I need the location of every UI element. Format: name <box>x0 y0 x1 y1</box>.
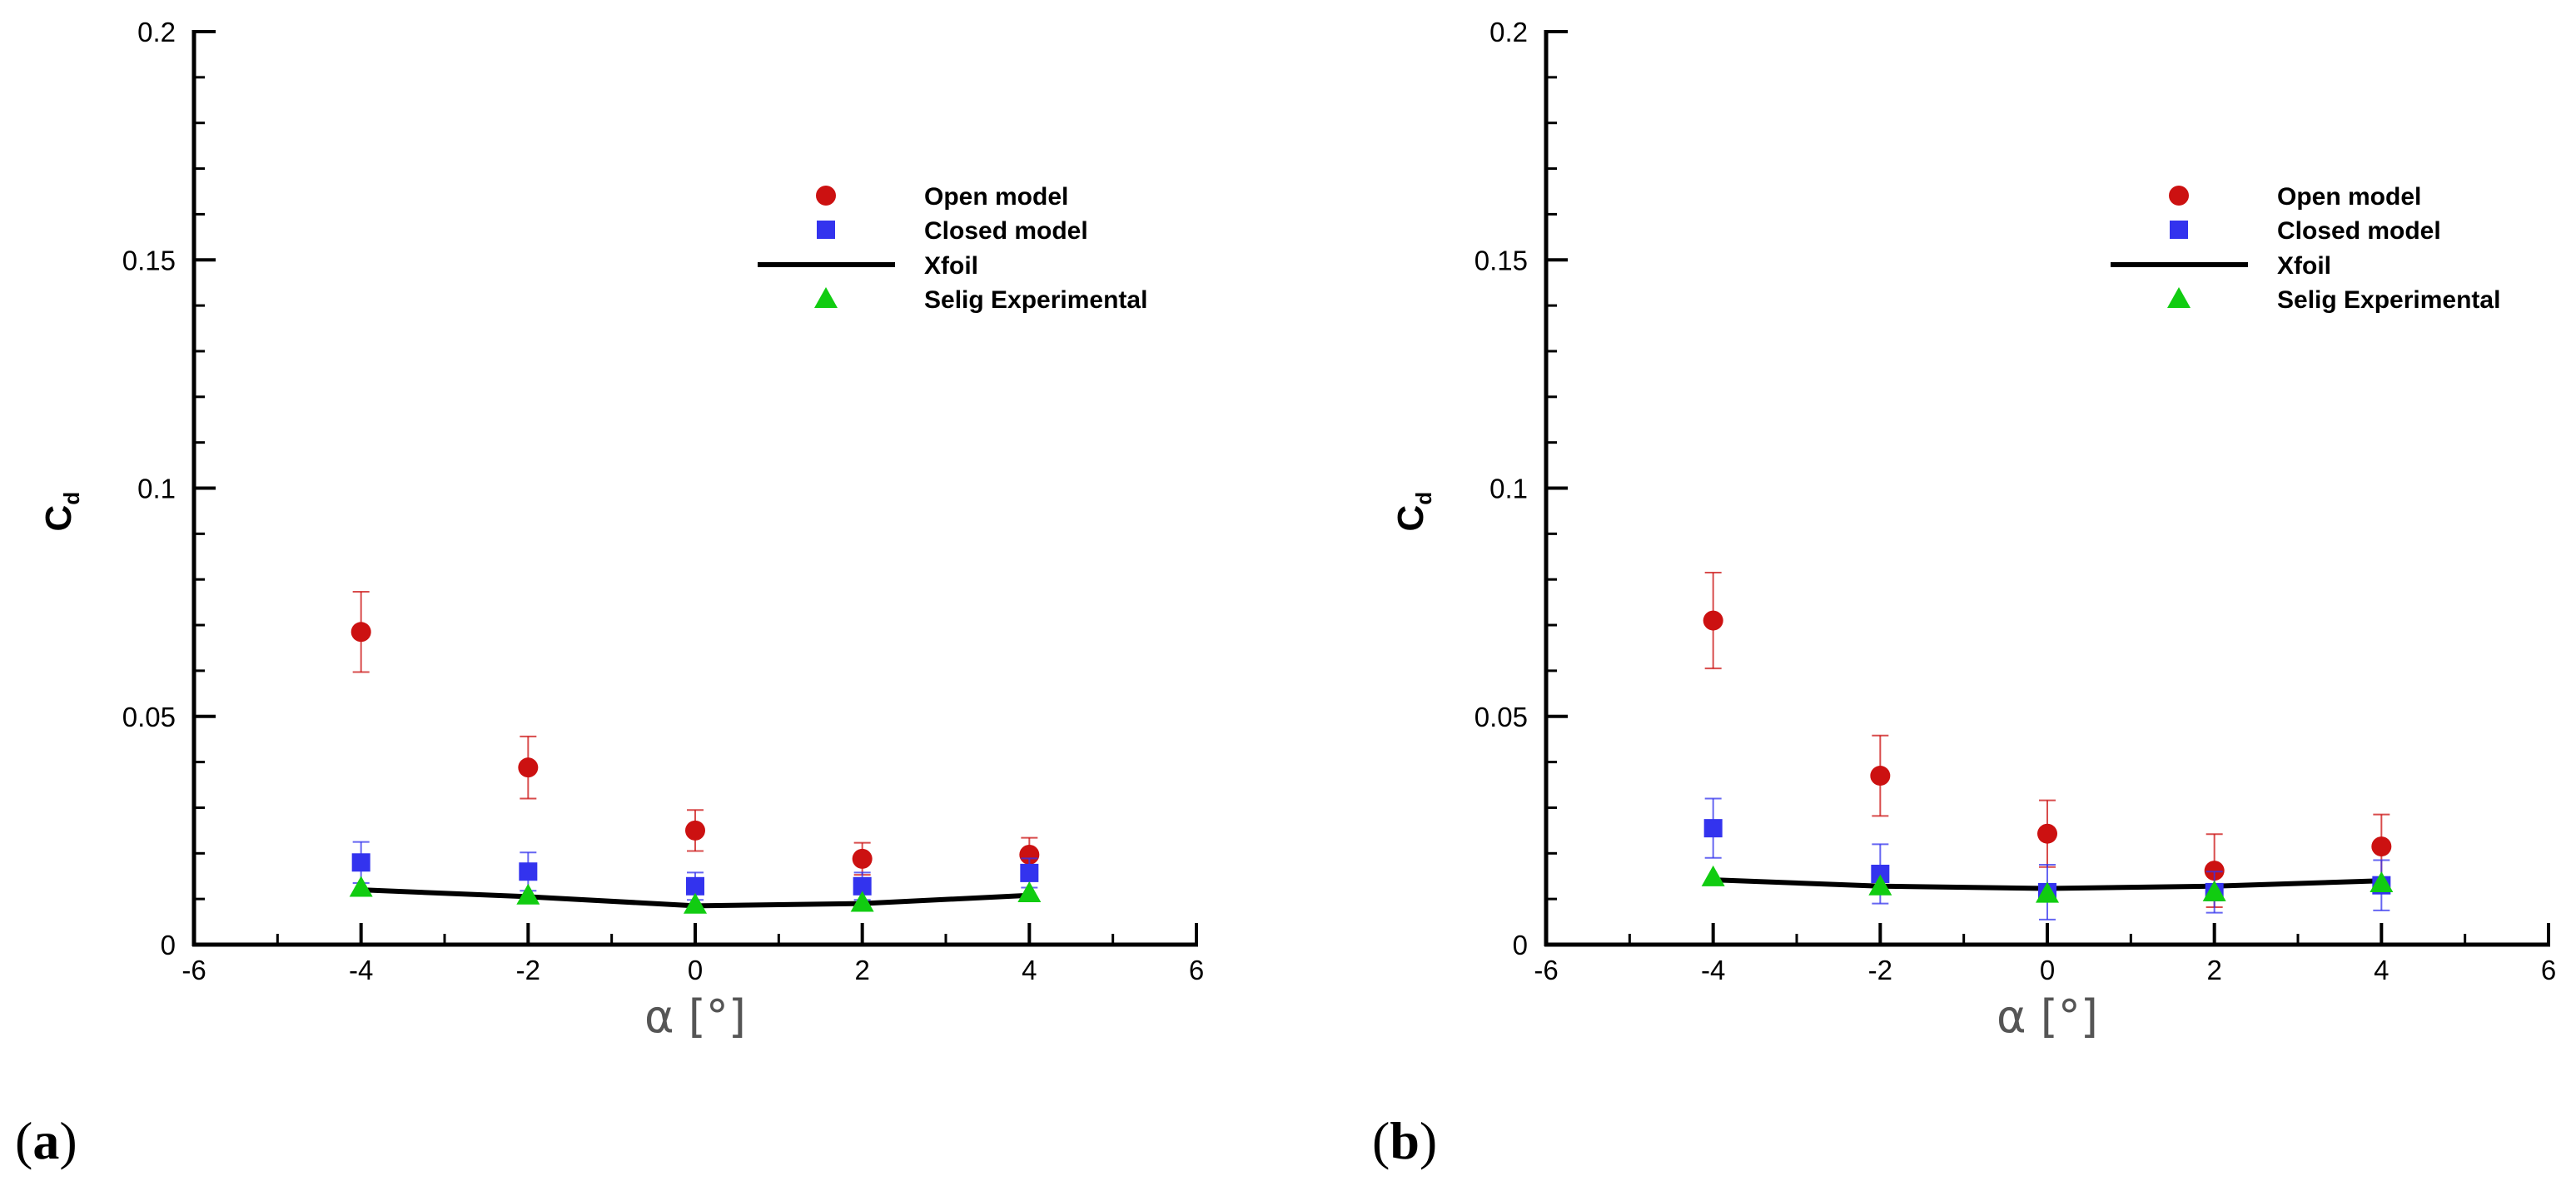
y-tick-label: 0.2 <box>137 17 176 47</box>
closed-model-point <box>686 876 704 896</box>
legend-xfoil-label: Xfoil <box>924 252 978 280</box>
selig-experimental-point <box>2202 880 2226 901</box>
open-model-point <box>2204 861 2225 881</box>
x-axis-label: α [°] <box>644 990 746 1043</box>
x-tick-label: 4 <box>2374 955 2389 985</box>
panel-label: (a) <box>15 1111 77 1170</box>
chart-panel-b: 0 0.05 0.1 0.15 0.2 -6 -4 -2 0 2 4 6 Cd α [°] (b) Open … <box>1372 17 2556 1170</box>
y-tick-label: 0 <box>1513 930 1528 960</box>
legend-selig-marker <box>814 287 838 308</box>
y-axis-label: Cd <box>38 492 84 532</box>
legend-open-label: Open model <box>924 183 1068 211</box>
legend: Open model Closed model Xfoil Selig Experim… <box>2111 183 2500 314</box>
y-tick-label: 0.05 <box>1474 702 1528 732</box>
selig-experimental-point <box>850 891 874 912</box>
legend-open-marker <box>816 186 836 206</box>
legend-closed-marker <box>2170 221 2188 239</box>
open-model-point <box>2371 836 2392 857</box>
x-tick-label: -6 <box>182 955 206 985</box>
x-tick-label: 4 <box>1022 955 1037 985</box>
x-axis-label: α [°] <box>1997 990 2098 1043</box>
open-model-point <box>1703 610 1723 631</box>
open-model-point <box>685 820 705 841</box>
x-tick-label: -4 <box>1701 955 1725 985</box>
y-axis-label-main: C <box>1390 505 1431 532</box>
x-tick-label: -4 <box>349 955 373 985</box>
chart-panel-a: 0 0.05 0.1 0.15 0.2 -6 -4 -2 0 2 4 6 Cd α [°] (a) Open … <box>15 17 1204 1170</box>
y-tick-label: 0.05 <box>122 702 176 732</box>
x-tick-label: 0 <box>2040 955 2055 985</box>
open-model-point <box>518 757 539 778</box>
closed-model-point <box>351 853 370 872</box>
closed-model-point <box>1871 864 1890 883</box>
open-model-point <box>1870 766 1891 787</box>
y-axis-label-sub: d <box>1411 492 1436 505</box>
y-tick-label: 0.2 <box>1489 17 1528 47</box>
x-tick-label: 2 <box>854 955 869 985</box>
open-model-point <box>852 848 873 869</box>
legend-closed-label: Closed model <box>2277 217 2441 245</box>
legend-closed-label: Closed model <box>924 217 1088 245</box>
legend-selig-label: Selig Experimental <box>2277 286 2500 314</box>
selig-experimental-point <box>2370 871 2394 892</box>
y-tick-label: 0.15 <box>122 245 176 275</box>
selig-experimental-point <box>1701 865 1725 886</box>
legend-closed-marker <box>817 221 835 239</box>
open-model-point <box>1019 844 1040 865</box>
y-tick-label: 0.15 <box>1474 245 1528 275</box>
closed-model-point <box>519 862 538 881</box>
open-model-point <box>351 622 371 643</box>
legend-open-label: Open model <box>2277 183 2421 211</box>
panel-label-letter: a <box>32 1111 59 1170</box>
legend: Open model Closed model Xfoil Selig Experim… <box>758 183 1147 314</box>
x-tick-label: 6 <box>1189 955 1204 985</box>
x-tick-label: 0 <box>688 955 703 985</box>
x-tick-label: -2 <box>516 955 540 985</box>
selig-experimental-point <box>516 883 540 905</box>
y-axis-label: Cd <box>1390 492 1436 532</box>
selig-experimental-point <box>1868 874 1892 896</box>
selig-experimental-point <box>684 892 707 914</box>
panel-label-letter: b <box>1390 1111 1420 1170</box>
y-tick-label: 0 <box>161 930 176 960</box>
x-tick-label: 6 <box>2541 955 2556 985</box>
x-tick-label: -6 <box>1534 955 1558 985</box>
legend-open-marker <box>2169 186 2189 206</box>
y-tick-label: 0.1 <box>137 474 176 504</box>
closed-model-point <box>853 876 872 896</box>
legend-xfoil-label: Xfoil <box>2277 252 2331 280</box>
y-axis-label-main: C <box>38 505 79 532</box>
legend-selig-label: Selig Experimental <box>924 286 1147 314</box>
closed-model-point <box>1020 863 1039 882</box>
open-model-point <box>2037 823 2057 844</box>
selig-experimental-point <box>2036 881 2059 903</box>
y-axis-label-sub: d <box>59 492 84 505</box>
legend-selig-marker <box>2167 287 2191 308</box>
x-tick-label: 2 <box>2206 955 2221 985</box>
closed-model-point <box>1703 819 1723 838</box>
x-tick-label: -2 <box>1868 955 1892 985</box>
selig-experimental-point <box>349 876 373 897</box>
y-tick-label: 0.1 <box>1489 474 1528 504</box>
panel-label: (b) <box>1372 1111 1437 1170</box>
selig-experimental-point <box>1017 881 1042 903</box>
